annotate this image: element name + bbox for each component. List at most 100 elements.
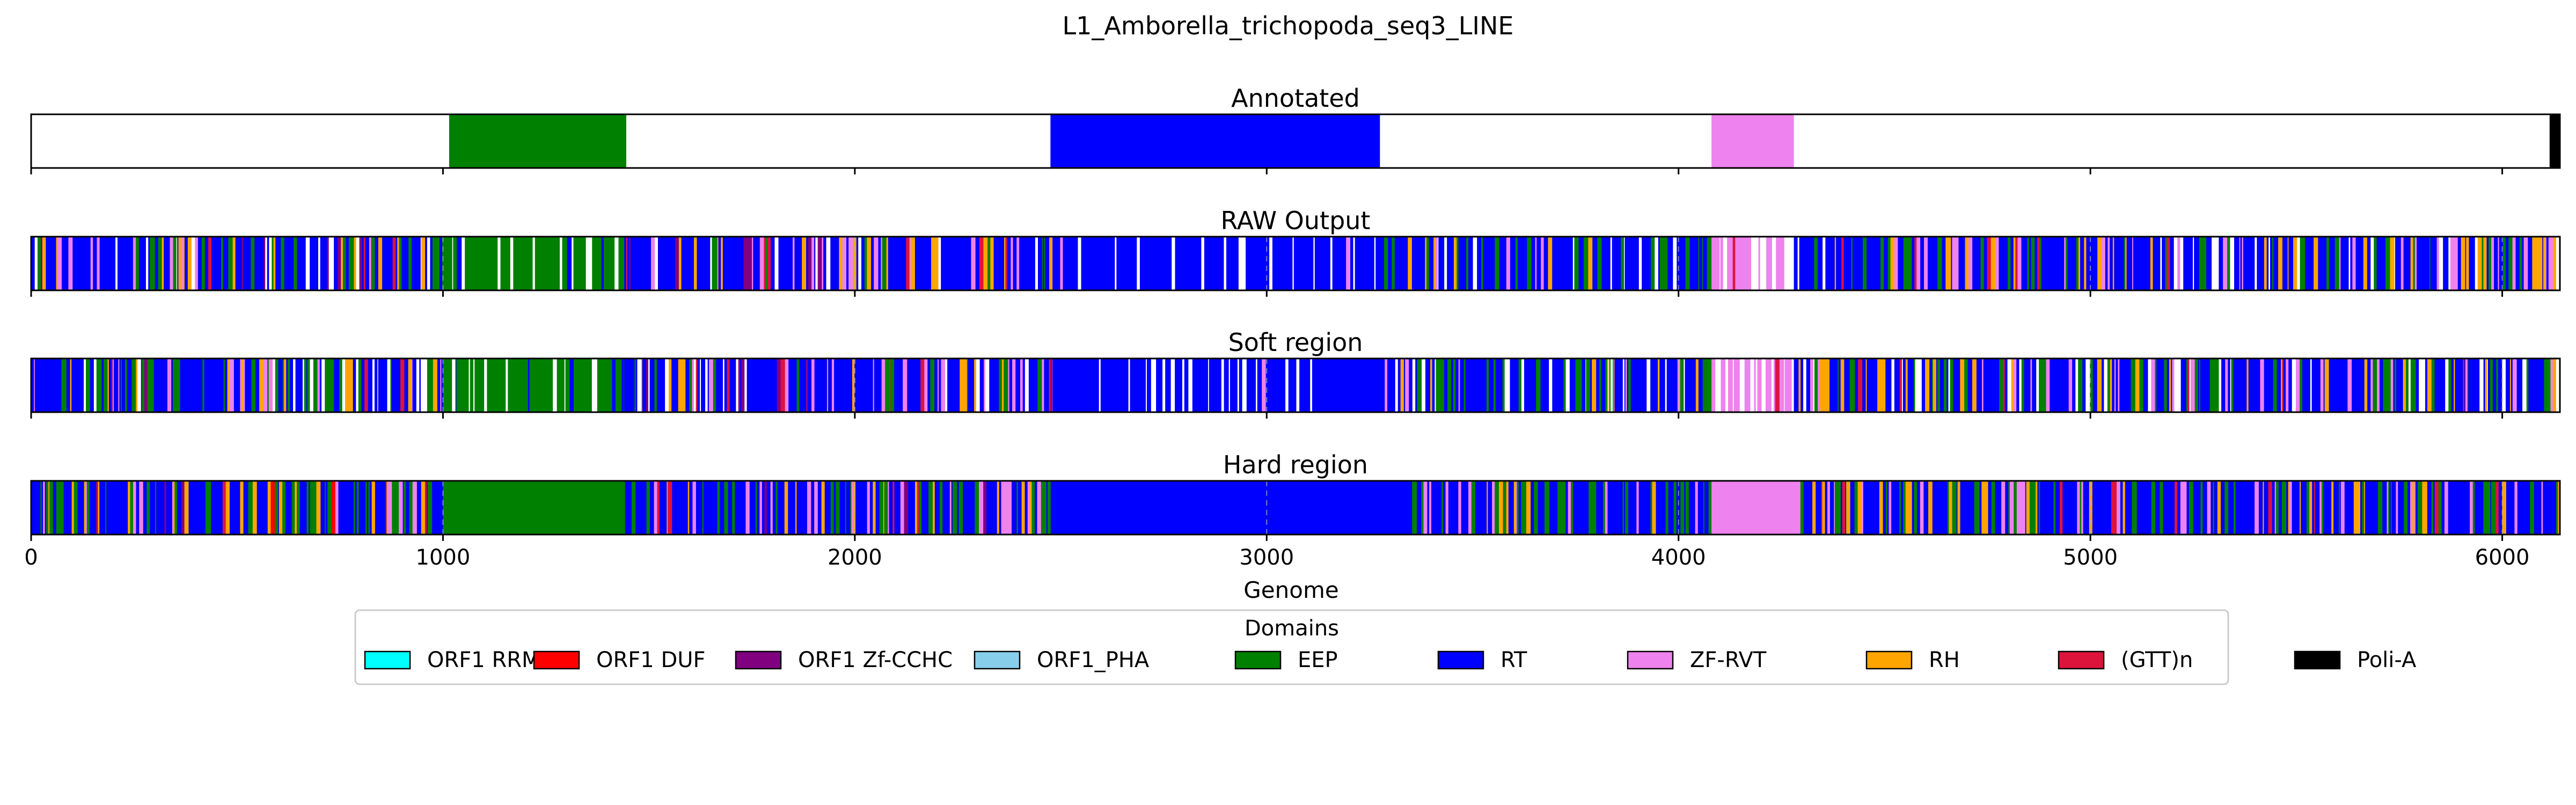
stripe [597,358,601,412]
stripe [2043,358,2047,412]
stripe [927,358,931,412]
stripe [1081,481,1085,535]
stripe [1008,358,1010,412]
stripe [664,481,667,535]
stripe [622,481,625,535]
stripe [1605,237,1608,290]
stripe [1005,237,1008,290]
stripe [948,237,952,290]
stripe [1624,237,1629,290]
stripe [1468,237,1473,290]
stripe [225,237,228,290]
stripe [1166,358,1171,412]
stripe [212,358,217,412]
stripe [375,481,380,535]
stripe [1246,237,1250,290]
stripe [2519,237,2523,290]
stripe [453,237,457,290]
stripe [1889,481,1892,535]
stripe [2286,358,2289,412]
stripe [1125,237,1130,290]
stripe [1118,358,1121,412]
stripe [2182,481,2187,535]
stripe [1908,481,1913,535]
stripe [399,481,404,535]
stripe [1376,358,1378,412]
stripe [2324,237,2327,290]
stripe [544,358,549,412]
stripe [1586,358,1591,412]
stripe [1563,358,1566,412]
stripe [1721,481,1723,535]
stripe [1835,358,1838,412]
stripe [1293,358,1297,412]
stripe [604,358,610,412]
stripe [1871,358,1873,412]
stripe [1938,481,1942,535]
stripe [361,481,366,535]
stripe [1350,237,1353,290]
stripe [1286,237,1290,290]
stripe [1340,237,1345,290]
stripe [117,237,121,290]
stripe [1999,481,2002,535]
stripe [2335,358,2338,412]
stripe [1980,237,1985,290]
stripe [910,358,914,412]
stripe [1221,237,1224,290]
stripe [381,481,384,535]
stripe [1605,481,1608,535]
stripe [767,237,771,290]
stripe [2214,481,2216,535]
legend-swatch [1627,650,1674,670]
stripe [378,358,383,412]
stripe [1299,358,1303,412]
stripe [129,237,134,290]
stripe [573,237,576,290]
stripe [408,237,412,290]
stripe [1355,237,1359,290]
stripe [1444,358,1448,412]
stripe [2037,481,2039,535]
stripe [1820,358,1823,412]
stripe [1851,358,1855,412]
stripe [2400,358,2404,412]
stripe [2024,358,2029,412]
stripe [2057,358,2059,412]
stripe [1804,237,1809,290]
stripe [2190,358,2196,412]
stripe [1840,481,1843,535]
stripe [379,481,382,535]
stripe [1130,358,1133,412]
stripe [2545,481,2550,535]
stripe [211,237,215,290]
stripe [1493,358,1496,412]
stripe [1972,358,1977,412]
stripe [1581,237,1583,290]
stripe [1206,481,1211,535]
stripe [2281,358,2283,412]
stripe [386,481,389,535]
stripe [918,237,921,290]
stripe [634,358,636,412]
stripe [2064,237,2066,290]
stripe [1257,358,1262,412]
stripe [354,237,356,290]
stripe [582,237,586,290]
stripe [2311,358,2316,412]
stripe [257,481,261,535]
stripe [2208,358,2211,412]
stripe [745,481,750,535]
stripe [1319,237,1323,290]
stripe [209,481,211,535]
stripe [469,237,473,290]
stripe [443,358,447,412]
stripe [1346,237,1351,290]
stripe [281,358,283,412]
stripe [2066,358,2069,412]
stripe [201,358,203,412]
stripe [345,358,349,412]
stripe [81,481,84,535]
stripe [874,237,879,290]
stripe [465,481,468,535]
